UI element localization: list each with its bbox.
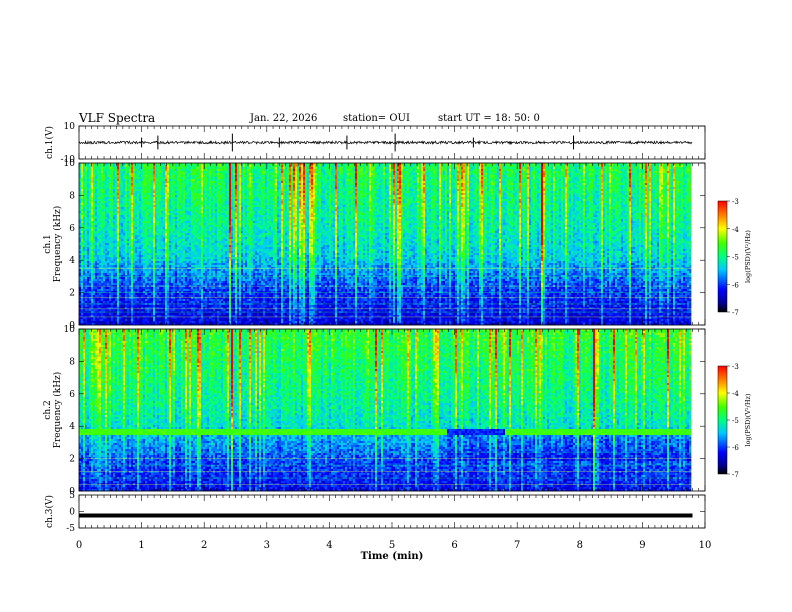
colorbar-tick-label: -6 xyxy=(732,444,739,452)
y-axis-label-frequency: Frequency (kHz) xyxy=(52,206,63,283)
y-axis-label-frequency: Frequency (kHz) xyxy=(52,372,63,449)
x-tick-label: 3 xyxy=(264,540,270,551)
colorbar-2 xyxy=(718,366,727,474)
ch1-trace xyxy=(79,141,692,144)
y-axis-label-channel: ch.2 xyxy=(43,400,53,419)
x-tick-label: 0 xyxy=(76,540,82,551)
x-tick-label: 1 xyxy=(138,540,144,551)
ch1-spectrogram xyxy=(79,163,705,325)
colorbar-tick-label: -4 xyxy=(732,390,739,398)
y-tick-label: 6 xyxy=(69,390,75,400)
y-tick-label: -5 xyxy=(66,524,75,534)
colorbar-label: log(PSD)(V²/Hz) xyxy=(744,393,752,446)
y-tick-label: 5 xyxy=(69,491,75,501)
y-tick-label: 10 xyxy=(64,159,76,169)
x-tick-label: 9 xyxy=(639,540,645,551)
y-tick-label: 8 xyxy=(69,357,75,367)
ch1-waveform xyxy=(79,134,692,152)
y-tick-label: 10 xyxy=(64,325,76,335)
x-tick-label: 8 xyxy=(577,540,583,551)
x-tick-label: 4 xyxy=(326,540,332,551)
colorbar-tick-label: -3 xyxy=(732,198,739,206)
ch2-spectrogram xyxy=(79,329,705,491)
colorbar-tick-label: -7 xyxy=(732,471,739,479)
x-tick-label: 5 xyxy=(389,540,395,551)
y-tick-label: 2 xyxy=(69,289,75,299)
y-axis-label-channel: ch.1 xyxy=(43,234,53,253)
y-axis-label: ch.3(V) xyxy=(44,495,55,528)
colorbar-tick-label: -3 xyxy=(732,363,739,371)
y-axis-label: ch.1(V) xyxy=(44,126,55,159)
y-tick-label: 2 xyxy=(69,455,75,465)
colorbar-tick-label: -5 xyxy=(732,417,739,425)
y-tick-label: 6 xyxy=(69,224,75,234)
x-tick-label: 6 xyxy=(451,540,457,551)
colorbar-tick-label: -7 xyxy=(732,309,739,317)
colorbar-tick-label: -4 xyxy=(732,226,739,234)
y-tick-label: 8 xyxy=(69,191,75,201)
x-tick-label: 7 xyxy=(514,540,520,551)
x-tick-label: 10 xyxy=(699,540,712,551)
y-tick-label: 10 xyxy=(64,122,76,132)
y-tick-label: 4 xyxy=(69,256,75,266)
no-data-region xyxy=(692,329,705,491)
y-tick-label: 4 xyxy=(69,422,75,432)
no-data-region xyxy=(692,163,705,325)
x-axis-label: Time (min) xyxy=(361,551,424,562)
colorbar-label: log(PSD)(V²/Hz) xyxy=(744,230,752,283)
colorbar-tick-label: -5 xyxy=(732,254,739,262)
x-tick-label: 2 xyxy=(201,540,207,551)
colorbars: -3 -4 -5 -6 -7 log(PSD)(V²/Hz) -3 -4 -5 -6 -7 log(P… xyxy=(718,198,752,479)
y-tick-label: 0 xyxy=(69,508,75,518)
colorbar-tick-label: -6 xyxy=(732,281,739,289)
colorbar-1 xyxy=(718,201,727,312)
